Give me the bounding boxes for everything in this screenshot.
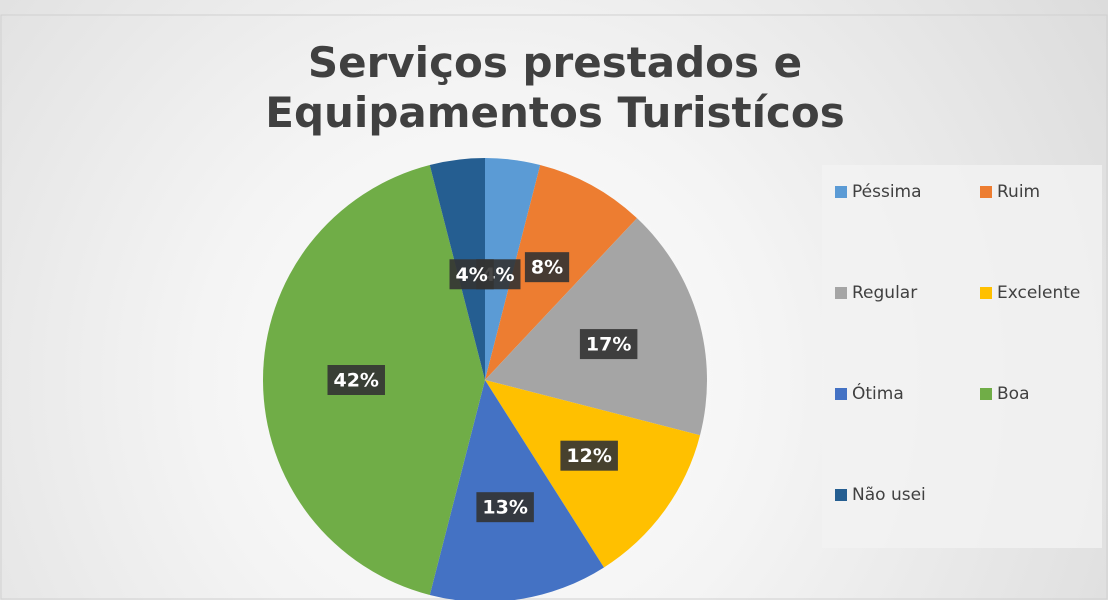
legend-swatch bbox=[980, 388, 992, 400]
data-label-box bbox=[560, 440, 618, 471]
data-label-box bbox=[524, 252, 570, 283]
pie-slice bbox=[429, 380, 604, 600]
data-label: 42% bbox=[327, 365, 385, 395]
legend-label: Excelente bbox=[997, 283, 1080, 303]
data-label: 17% bbox=[579, 329, 638, 360]
legend-swatch bbox=[835, 287, 847, 299]
data-label-box bbox=[579, 329, 638, 360]
data-label-text: 42% bbox=[333, 370, 378, 392]
legend-swatch bbox=[835, 489, 847, 501]
legend-label: Ótima bbox=[852, 382, 904, 404]
chart-title: Serviços prestados e Equipamentos Turist… bbox=[265, 38, 845, 137]
data-label-text: 12% bbox=[566, 445, 611, 467]
frame bbox=[0, 14, 1108, 600]
legend-swatch bbox=[835, 186, 847, 198]
pie-slice bbox=[485, 218, 707, 436]
data-label: 12% bbox=[560, 440, 618, 471]
legend-label: Boa bbox=[997, 384, 1029, 404]
data-label: 8% bbox=[524, 252, 570, 283]
legend-label: Ruim bbox=[997, 182, 1040, 202]
legend-swatch bbox=[980, 186, 992, 198]
data-label-box bbox=[449, 259, 494, 290]
legend-swatch bbox=[835, 388, 847, 400]
data-label-text: 4% bbox=[456, 264, 488, 286]
data-label-text: 13% bbox=[482, 497, 527, 519]
data-label-text: 8% bbox=[531, 257, 563, 279]
legend-label: Não usei bbox=[852, 485, 926, 505]
legend-box bbox=[822, 165, 1102, 548]
data-label: 13% bbox=[476, 492, 534, 523]
data-label-text: 17% bbox=[586, 334, 631, 356]
pie-slice bbox=[485, 380, 701, 568]
data-label-box bbox=[476, 492, 534, 523]
legend-label: Péssima bbox=[852, 182, 922, 202]
data-label-box bbox=[327, 365, 385, 395]
legend-label: Regular bbox=[852, 283, 917, 303]
data-label: 4% bbox=[449, 259, 494, 290]
legend-swatch bbox=[980, 287, 992, 299]
